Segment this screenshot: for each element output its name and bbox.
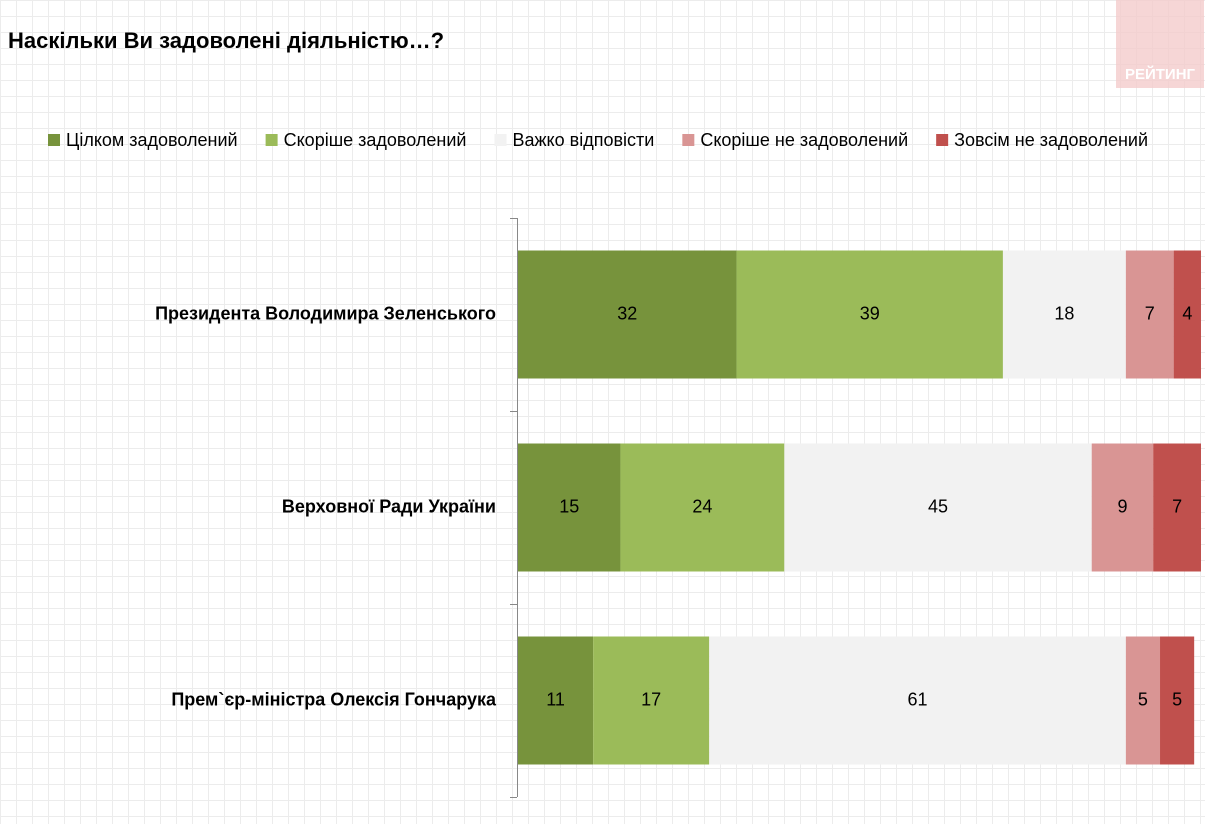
legend-label: Зовсім не задоволений bbox=[954, 130, 1148, 150]
legend-swatch bbox=[494, 134, 507, 146]
legend-swatch bbox=[48, 134, 60, 146]
data-label: 4 bbox=[1182, 303, 1192, 323]
legend-label: Важко відповісти bbox=[512, 130, 654, 150]
bar-segment bbox=[709, 636, 1126, 765]
category-label: Президента Володимира Зеленського bbox=[155, 303, 496, 323]
legend-label: Скоріше задоволений bbox=[284, 130, 467, 150]
data-label: 39 bbox=[860, 303, 880, 323]
data-label: 61 bbox=[908, 689, 928, 709]
data-label: 7 bbox=[1145, 303, 1155, 323]
data-label: 32 bbox=[617, 303, 637, 323]
category-label: Прем`єр-міністра Олексія Гончарука bbox=[171, 689, 497, 709]
data-label: 11 bbox=[546, 689, 565, 709]
data-label: 15 bbox=[559, 496, 579, 516]
bar-segment bbox=[518, 636, 594, 765]
data-label: 17 bbox=[641, 689, 661, 709]
data-label: 7 bbox=[1172, 496, 1182, 516]
category-axis bbox=[510, 218, 518, 798]
bar-segment bbox=[1153, 443, 1201, 572]
legend-swatch bbox=[682, 134, 695, 146]
legend-label: Цілком задоволений bbox=[66, 130, 238, 150]
legend-swatch bbox=[936, 134, 949, 146]
bar-segment bbox=[518, 250, 737, 379]
bar-segment bbox=[784, 443, 1092, 572]
bar-segment bbox=[1160, 636, 1195, 765]
data-label: 5 bbox=[1138, 689, 1148, 709]
data-label: 9 bbox=[1117, 496, 1127, 516]
data-label: 24 bbox=[692, 496, 712, 516]
data-label: 18 bbox=[1054, 303, 1074, 323]
legend-label: Скоріше не задоволений bbox=[700, 130, 908, 150]
legend-swatch bbox=[265, 134, 278, 146]
data-label: 45 bbox=[928, 496, 948, 516]
bar-segment bbox=[1002, 250, 1126, 379]
logo-box bbox=[1116, 0, 1204, 88]
data-label: 5 bbox=[1172, 689, 1182, 709]
logo: РЕЙТИНГ bbox=[1125, 65, 1196, 83]
chart-title: Наскільки Ви задоволені діяльністю…? bbox=[8, 28, 444, 53]
bar-segment bbox=[593, 636, 710, 765]
bar-segment bbox=[1125, 636, 1161, 765]
bar-segment bbox=[1173, 250, 1201, 379]
bar-segment bbox=[620, 443, 785, 572]
bar-segment bbox=[518, 443, 621, 572]
bar-segment bbox=[1091, 443, 1154, 572]
bar-segment bbox=[736, 250, 1003, 379]
category-label: Верховної Ради України bbox=[282, 496, 496, 516]
bar-segment bbox=[1125, 250, 1174, 379]
